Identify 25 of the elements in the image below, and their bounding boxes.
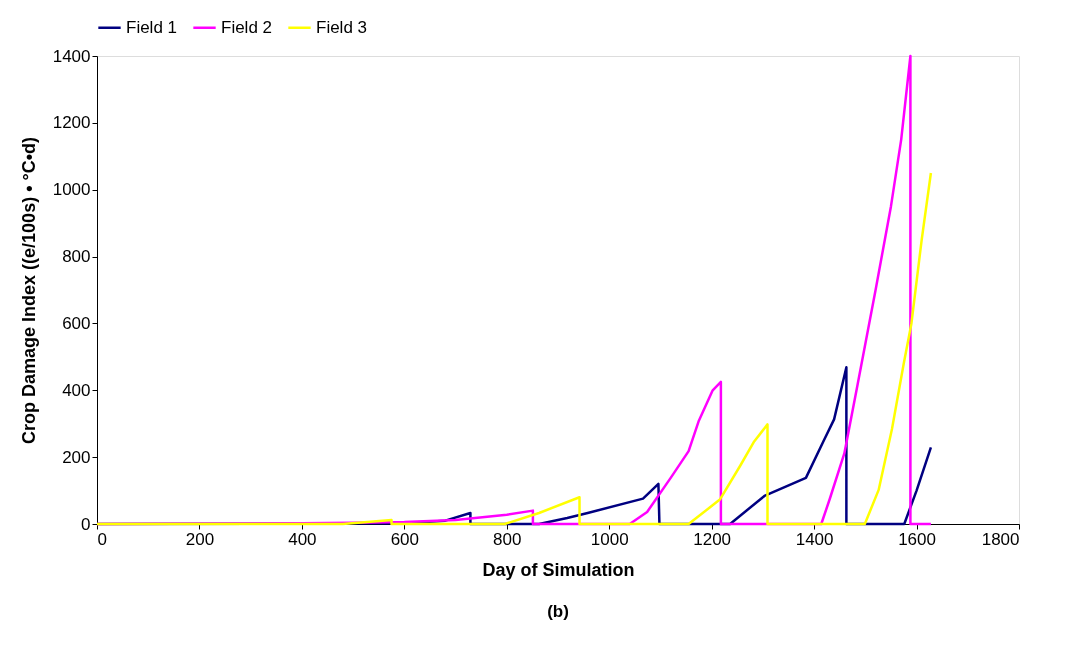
x-tick-label: 0 xyxy=(97,529,107,549)
y-tick-label: 600 xyxy=(62,313,91,333)
x-tick-label: 400 xyxy=(288,529,317,549)
x-tick-label: 200 xyxy=(185,529,215,549)
legend-label: Field 2 xyxy=(221,17,273,37)
y-axis-title: Crop Damage Index ((e/100s) • °C•d) xyxy=(18,137,39,444)
x-axis-title: Day of Simulation xyxy=(482,559,635,580)
x-tick-label: 1200 xyxy=(693,529,732,549)
line-series xyxy=(95,171,933,526)
text: (b) xyxy=(547,602,569,621)
x-tick-label: 1400 xyxy=(795,529,834,549)
x-tick-label: 1600 xyxy=(898,529,936,549)
y-tick-label: 1000 xyxy=(52,180,91,200)
x-tick-label: 600 xyxy=(390,529,420,549)
y-tick-label: 0 xyxy=(81,514,91,534)
x-tick-label: 800 xyxy=(493,529,522,549)
y-tick-label: 800 xyxy=(62,247,91,267)
legend-label: Field 3 xyxy=(316,17,368,37)
y-tick-label: 400 xyxy=(62,380,91,400)
y-tick-label: 1200 xyxy=(52,113,91,133)
x-tick-label: 1800 xyxy=(981,529,1020,549)
y-tick-label: 1400 xyxy=(52,46,91,66)
legend-label: Field 1 xyxy=(126,17,178,37)
y-tick-label: 200 xyxy=(62,447,91,467)
x-tick-label: 1000 xyxy=(590,529,629,549)
